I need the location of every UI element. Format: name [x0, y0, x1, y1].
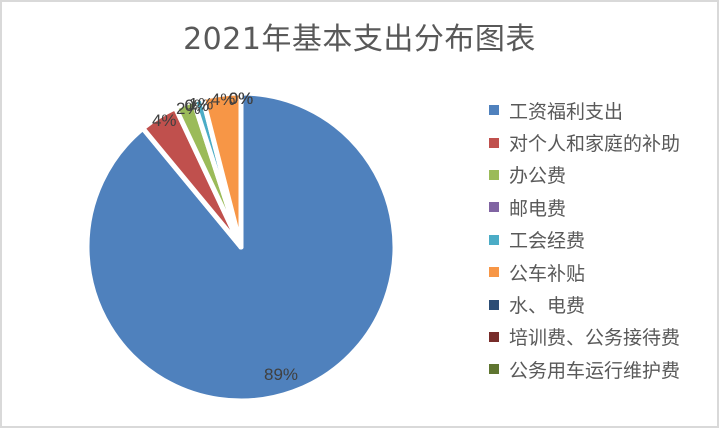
legend-swatch-icon: [489, 299, 499, 310]
legend-item: 工资福利支出: [489, 94, 680, 126]
pie-slice: [200, 90, 244, 250]
legend-swatch-icon: [489, 169, 499, 180]
data-label: 2%: [176, 99, 201, 118]
legend-swatch-icon: [489, 331, 499, 342]
legend-item: 邮电费: [489, 191, 680, 223]
legend-label: 工资福利支出: [509, 100, 624, 123]
legend-swatch-icon: [489, 267, 499, 278]
legend-label: 培训费、公务接待费: [509, 327, 681, 350]
legend-item: 培训费、公务接待费: [489, 321, 680, 353]
legend-swatch-icon: [489, 202, 499, 213]
data-label: 0%: [229, 89, 254, 108]
legend-label: 对个人和家庭的补助: [509, 133, 681, 156]
data-label: 0%: [229, 89, 254, 108]
data-label: 1%: [189, 94, 214, 113]
data-label: 0%: [184, 96, 209, 115]
legend-swatch-icon: [489, 105, 499, 116]
legend-swatch-icon: [489, 234, 499, 245]
legend-label: 邮电费: [509, 197, 567, 220]
legend-item: 办公费: [489, 159, 680, 191]
legend-item: 工会经费: [489, 224, 680, 256]
data-label: 89%: [264, 365, 298, 384]
legend-item: 对个人和家庭的补助: [489, 126, 680, 158]
legend-label: 工会经费: [509, 230, 586, 253]
chart-title: 2021年基本支出分布图表: [183, 22, 536, 57]
legend-label: 公务用车运行维护费: [509, 359, 681, 382]
data-label: 4%: [211, 90, 236, 109]
legend-label: 水、电费: [509, 295, 586, 318]
data-label: 4%: [152, 111, 177, 130]
legend-item: 公务用车运行维护费: [489, 353, 680, 385]
legend-label: 公车补贴: [509, 262, 586, 285]
legend: 工资福利支出 对个人和家庭的补助 办公费 邮电费 工会经费 公车补贴 水、电费 …: [489, 94, 680, 386]
legend-item: 水、电费: [489, 288, 680, 320]
legend-swatch-icon: [489, 364, 499, 375]
legend-swatch-icon: [489, 137, 499, 148]
legend-label: 办公费: [509, 165, 567, 188]
legend-item: 公车补贴: [489, 256, 680, 288]
data-label: 0%: [229, 89, 254, 108]
